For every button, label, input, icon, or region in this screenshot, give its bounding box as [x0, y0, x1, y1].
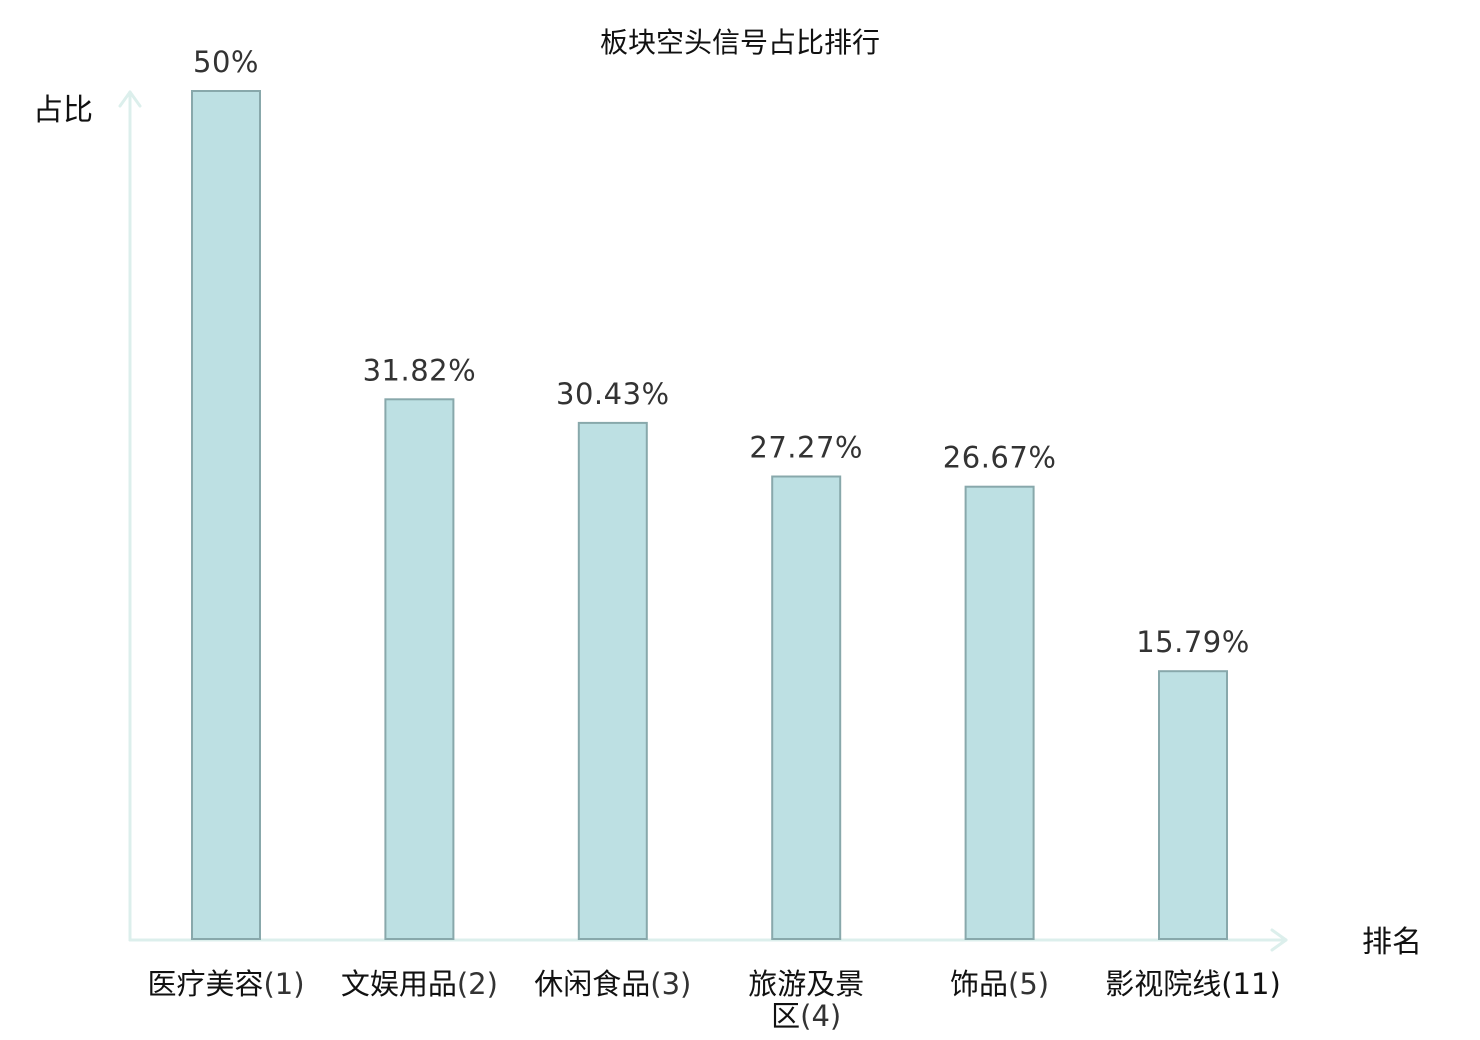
y-axis-label: 占比 [33, 93, 93, 128]
category-label: 文娱用品(2) [341, 967, 498, 1001]
bars [191, 90, 1228, 940]
category-label: 旅游及景区(4) [748, 967, 864, 1033]
chart-title: 板块空头信号占比排行 [600, 26, 880, 59]
category-label: 医疗美容(1) [147, 967, 304, 1001]
category-label: 影视院线(11) [1105, 967, 1281, 1001]
category-label: 饰品(5) [950, 967, 1049, 1001]
data-label: 31.82% [363, 353, 477, 387]
x-axis-arrow [1270, 928, 1288, 952]
data-label: 26.67% [943, 441, 1057, 475]
data-label: 27.27% [749, 431, 863, 465]
bar [577, 421, 648, 940]
y-axis-arrow [118, 90, 142, 108]
x-axis: 排名 [128, 925, 1422, 960]
data-label: 50% [193, 45, 259, 79]
category-label: 休闲食品(3) [534, 967, 691, 1001]
y-axis: 占比 [33, 90, 142, 942]
bar [771, 475, 842, 940]
data-label: 15.79% [1136, 625, 1250, 659]
bar [964, 485, 1035, 940]
value-labels: 50% 31.82% 30.43% 27.27% 26.67% 15.79% [193, 45, 1250, 659]
x-axis-label: 排名 [1362, 925, 1422, 960]
category-labels: 医疗美容(1) 文娱用品(2) 休闲食品(3) 旅游及景区(4) 饰品(5) 影视院线(1… [147, 967, 1280, 1033]
data-label: 30.43% [556, 377, 670, 411]
bar [1158, 670, 1228, 940]
bar [384, 398, 455, 940]
bar [191, 90, 261, 940]
